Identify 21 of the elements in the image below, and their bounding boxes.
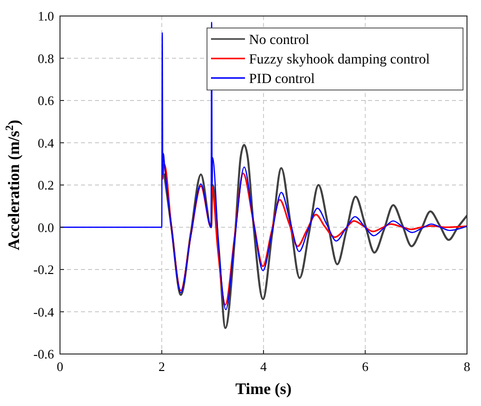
legend-label: No control	[249, 33, 310, 48]
y-tick-label: 1.0	[38, 8, 54, 24]
x-tick-label: 0	[56, 359, 64, 374]
x-tick-label: 6	[362, 359, 369, 374]
y-tick-label: 0.8	[38, 50, 54, 66]
y-tick-label: 0.2	[38, 178, 54, 192]
legend-label: Fuzzy skyhook damping control	[249, 52, 430, 68]
line-series	[162, 163, 467, 306]
line-series	[163, 144, 467, 330]
x-tick-label: 2	[158, 359, 165, 374]
y-tick-label: -0.4	[33, 304, 54, 320]
y-tick-label: 0.0	[38, 220, 54, 235]
x-axis-title: Time (s)	[235, 381, 292, 398]
y-tick-label: -0.6	[33, 346, 54, 362]
y-tick-label: 0.4	[38, 135, 54, 150]
x-tick-label: 8	[464, 359, 470, 374]
line-series	[60, 22, 467, 310]
y-tick-label: 0.6	[38, 93, 54, 108]
legend-label: PID control	[249, 72, 315, 87]
y-tick-label: -0.2	[33, 262, 54, 277]
x-tick-label: 4	[260, 359, 268, 374]
